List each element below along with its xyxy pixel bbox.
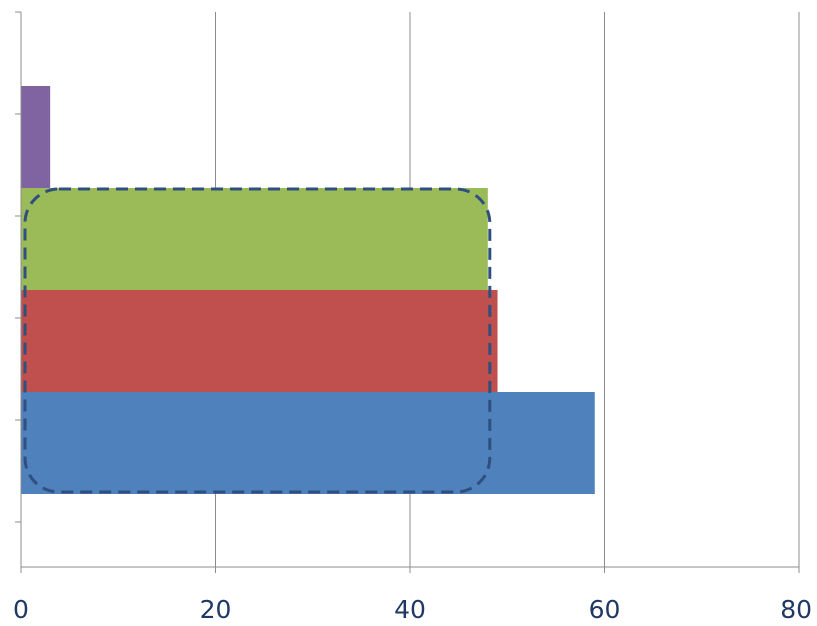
x-tick-label: 80 (780, 595, 812, 624)
bar (21, 86, 51, 188)
bars (21, 86, 595, 494)
bar (21, 392, 595, 494)
highlight-group (23, 187, 492, 494)
x-tick-label: 40 (394, 595, 426, 624)
tick-labels: 0 20 40 60 80 (13, 595, 812, 624)
x-tick-label: 0 (13, 595, 29, 624)
bar (21, 188, 488, 290)
bar (21, 290, 498, 392)
x-tick-label: 20 (200, 595, 232, 624)
x-tick-label: 60 (589, 595, 621, 624)
axes (15, 11, 800, 573)
highlight-box (23, 187, 492, 494)
